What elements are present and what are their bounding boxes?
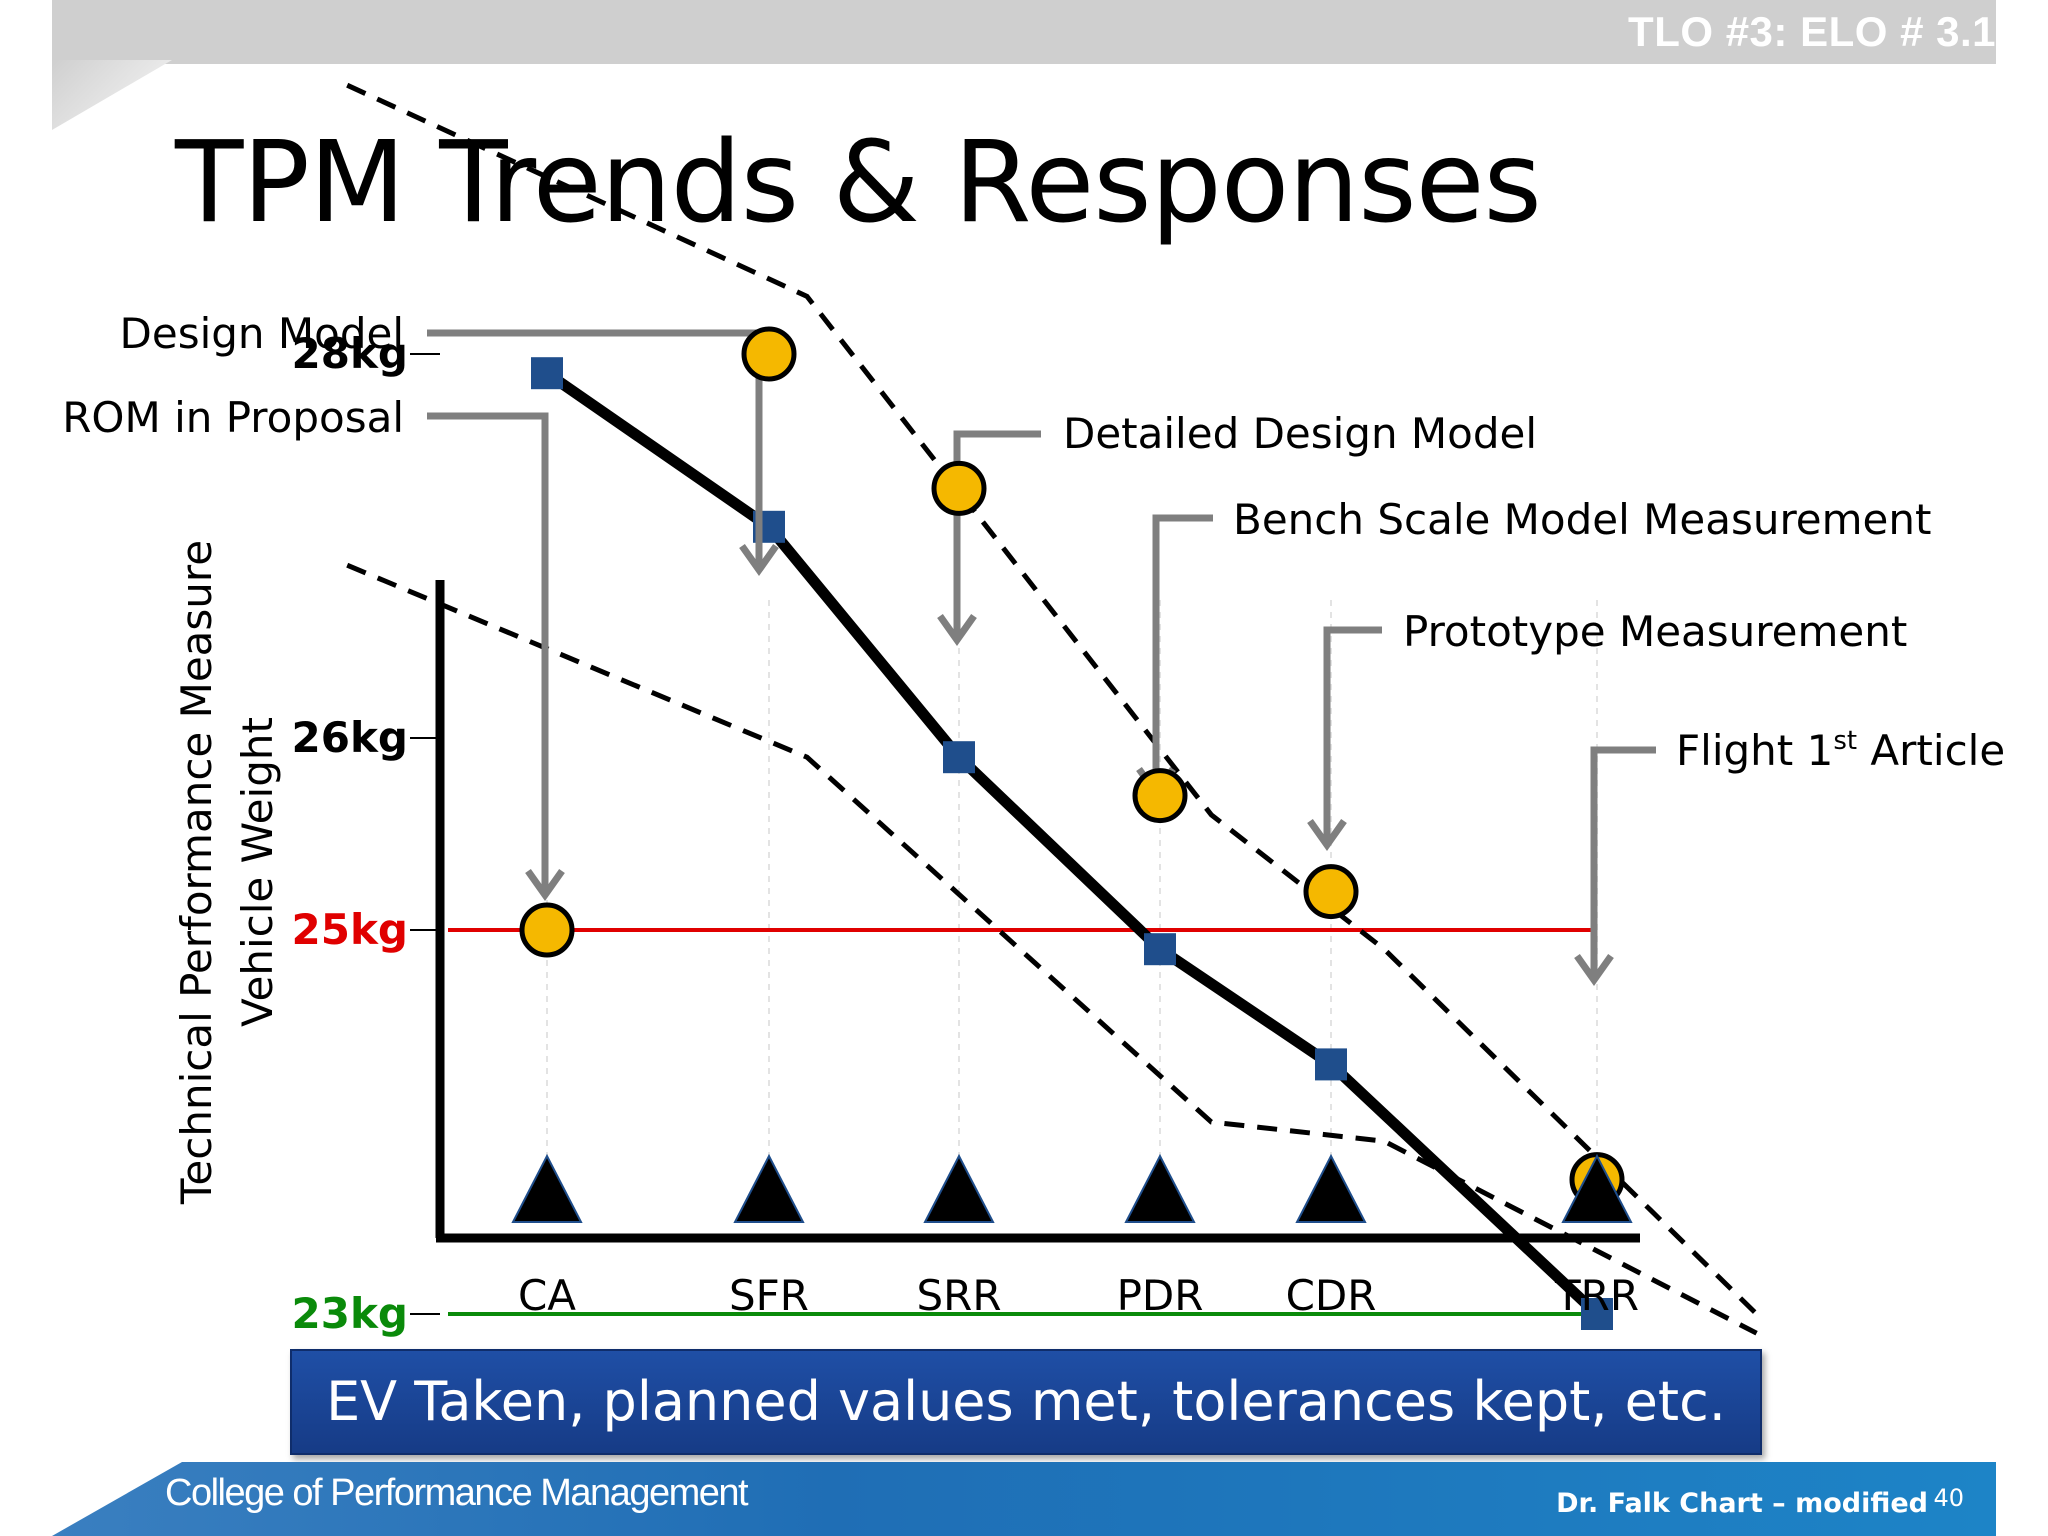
x-tick-label-ca: CA xyxy=(518,1271,576,1320)
reference-lines xyxy=(448,928,1597,1316)
measurement-point-pdr xyxy=(1132,768,1188,824)
arrow-sfr xyxy=(427,412,549,889)
arrow-cdr-head xyxy=(1307,818,1347,852)
y-tick-label-28: 28kg xyxy=(292,329,408,378)
arrow-ca xyxy=(427,329,763,564)
measurement-point-srr xyxy=(931,460,987,516)
tlo-label: TLO #3: ELO # 3.1 xyxy=(1628,8,1996,55)
annotation-srr: Detailed Design Model xyxy=(1063,409,1537,458)
x-tick-label-trr: TRR xyxy=(1554,1271,1639,1320)
tolerance-band-upper xyxy=(346,82,1759,1316)
annotation-labels: Design Model ROM in Proposal Detailed Desi… xyxy=(62,309,2005,775)
milestone-triangle-trr xyxy=(1561,1153,1633,1223)
slide-title: TPM Trends & Responses xyxy=(175,118,1542,248)
plan-series xyxy=(531,357,1613,1330)
plan-point-cdr xyxy=(1315,1048,1347,1081)
y-tick-label-25: 25kg xyxy=(292,905,408,954)
y-tick-label-26: 26kg xyxy=(292,713,408,762)
footer-bar: College of Performance Management Dr. Fa… xyxy=(52,1462,1996,1536)
x-tick-label-cdr: CDR xyxy=(1286,1271,1377,1320)
measurement-series xyxy=(519,326,1625,1208)
footer-credit: Dr. Falk Chart – modified xyxy=(1556,1488,1928,1519)
summary-banner: EV Taken, planned values met, tolerances… xyxy=(290,1349,1762,1455)
milestone-markers xyxy=(511,1153,1633,1223)
plan-line xyxy=(543,368,1601,1319)
milestone-guides xyxy=(546,600,1598,1160)
milestone-triangle-sfr xyxy=(733,1153,805,1223)
measurement-point-cdr xyxy=(1303,864,1359,920)
milestone-triangle-pdr xyxy=(1124,1153,1196,1223)
tolerance-bands xyxy=(346,82,1759,1336)
annotation-ca: ROM in Proposal xyxy=(62,393,404,442)
milestone-triangle-ca xyxy=(511,1153,583,1223)
y-axis-subtitle: Vehicle Weight xyxy=(233,717,282,1027)
x-tick-label-sfr: SFR xyxy=(729,1271,809,1320)
axis-labels: 28kg 26kg 25kg 23kg Technical Performance Me… xyxy=(172,329,1639,1338)
chart-axes xyxy=(410,353,1640,1315)
tolerance-band-lower xyxy=(346,562,1758,1336)
annotation-cdr: Prototype Measurement xyxy=(1403,607,1907,656)
arrow-cdr xyxy=(1323,626,1382,839)
arrow-sfr-head xyxy=(525,868,565,902)
measurement-point-sfr xyxy=(741,326,797,382)
arrow-trr xyxy=(1590,746,1656,974)
arrow-ca-head xyxy=(739,543,779,577)
plan-point-pdr xyxy=(1144,933,1176,966)
measurement-point-ca xyxy=(519,902,575,958)
annotation-trr: Flight 1st Article xyxy=(1676,726,2005,775)
annotation-arrows xyxy=(427,329,1656,987)
arrow-srr xyxy=(953,430,1041,634)
x-tick-label-srr: SRR xyxy=(916,1271,1001,1320)
plan-point-srr xyxy=(943,741,975,774)
milestone-triangle-srr xyxy=(923,1153,995,1223)
header-bar xyxy=(52,0,1996,64)
y-tick-label-23: 23kg xyxy=(292,1289,408,1338)
arrow-pdr xyxy=(1152,514,1213,787)
slide-number: 40 xyxy=(1933,1484,1964,1512)
arrow-trr-head xyxy=(1574,953,1614,987)
plan-point-ca xyxy=(531,357,563,390)
arrow-srr-head xyxy=(937,613,977,647)
x-tick-label-pdr: PDR xyxy=(1117,1271,1204,1320)
annotation-pdr: Bench Scale Model Measurement xyxy=(1233,495,1931,544)
annotation-sfr: Design Model xyxy=(120,309,404,358)
y-axis-title: Technical Performance Measure xyxy=(172,540,221,1205)
milestone-triangle-cdr xyxy=(1295,1153,1367,1223)
footer-brand: College of Performance Management xyxy=(165,1472,749,1514)
plan-point-trr xyxy=(1581,1298,1613,1330)
